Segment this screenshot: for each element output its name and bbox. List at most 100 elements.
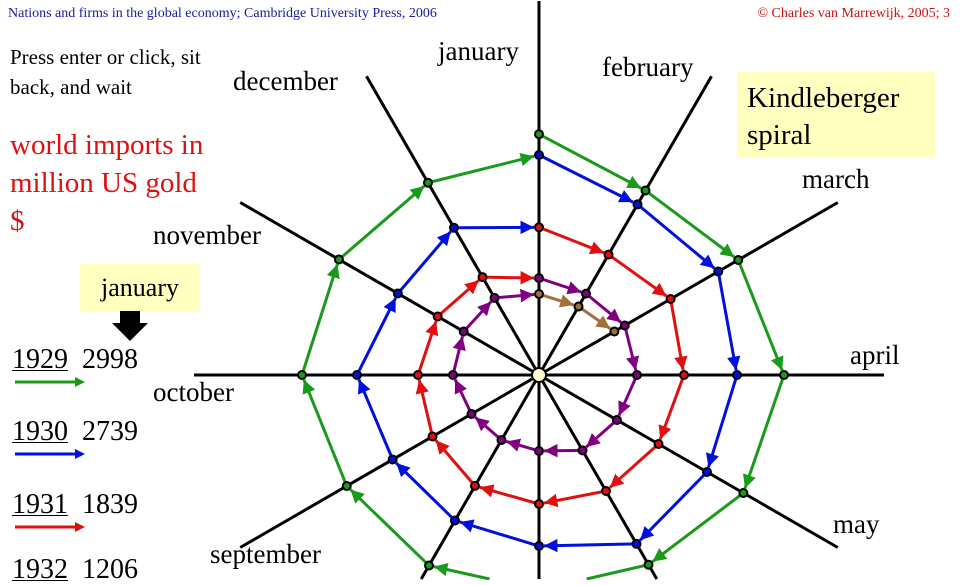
point-1930-february [634,200,642,208]
segment-1929-december [428,156,534,183]
segment-1931-april [660,375,684,439]
point-1931-april [680,371,688,379]
point-1930-june [633,540,641,548]
legend-year: 1931 [12,489,68,520]
kindleberger-spiral-title: Kindleberger spiral [737,72,935,157]
point-1933-january [535,290,543,298]
legend-value: 1206 [82,554,138,585]
legend-year: 1932 [12,554,68,585]
spoke-august [421,375,539,579]
point-1929-march [734,256,742,264]
point-1932-july [535,447,543,455]
blue-arrow-icon [15,448,87,460]
red-arrow-icon [15,521,87,533]
segment-1931-september [419,380,432,437]
point-1929-september [343,482,351,490]
point-1929-may [739,489,747,497]
segment-1931-january [539,227,604,252]
segment-1930-may [640,472,707,540]
point-1931-march [667,295,675,303]
point-1933-february [575,303,583,311]
segment-1930-august [396,463,455,521]
segment-1932-march [625,325,636,370]
point-1931-september [429,432,437,440]
point-1929-february [642,187,650,195]
segment-1930-october [357,298,396,375]
segment-1932-february [586,294,621,323]
month-label-december: december [233,66,338,96]
point-1930-december [450,224,458,232]
segment-1931-july [480,487,539,504]
segment-1930-march [718,272,736,371]
segment-1930-november [398,232,451,294]
point-1929-june [645,561,653,569]
point-1931-august [471,482,479,490]
point-1931-october [414,371,422,379]
book-reference: Nations and firms in the global economy;… [8,6,437,22]
month-label-march: march [802,164,869,194]
point-1932-april [633,371,641,379]
segment-1931-november [438,280,479,316]
segment-1933-january [539,294,574,305]
segment-1931-june [544,491,606,503]
segment-1930-june [544,544,637,546]
month-label-january: january [438,36,519,66]
segment-1932-june [544,450,582,451]
point-1930-april [733,371,741,379]
segment-1930-april [708,375,737,467]
segment-1932-october [453,336,462,375]
segment-1929-april [745,375,784,488]
point-1930-november [394,290,402,298]
segment-1930-january [539,155,633,202]
segment-1929-october [302,264,337,375]
month-label-september: september [210,539,321,569]
point-1930-august [451,517,459,525]
segment-1932-april [619,375,637,415]
point-1932-august [497,436,505,444]
segment-1931-august [436,440,475,486]
spoke-may [539,375,838,548]
point-1931-june [602,487,610,495]
segment-1932-december [495,294,535,297]
segment-1929-july [434,567,490,579]
legend-value: 1839 [82,489,138,520]
point-1929-april [780,371,788,379]
point-1930-may [703,468,711,476]
legend-value: 2998 [82,344,138,375]
instructions-text: Press enter or click, sit back, and wait [10,42,240,102]
point-1929-october [298,371,306,379]
segment-1931-march [671,299,684,370]
point-1933-march [610,328,618,336]
month-label-november: november [153,220,261,250]
point-1931-november [434,312,442,320]
segment-1929-march [738,260,782,370]
segment-1929-september [304,380,347,486]
legend-year: 1930 [12,416,68,447]
point-1932-january [535,274,543,282]
point-1930-january [535,151,543,159]
segment-1929-june [587,565,649,579]
point-1932-september [467,410,475,418]
point-1929-december [424,179,432,187]
segment-1930-september [359,380,393,460]
segment-1931-october [418,321,436,375]
point-1931-may [655,440,663,448]
january-box: january [80,264,200,312]
point-1929-november [335,255,343,263]
segment-1929-august [350,489,429,565]
down-arrow-icon [112,311,148,346]
point-1930-october [353,371,361,379]
point-1931-january [535,223,543,231]
segment-1931-december [482,277,534,278]
segment-1931-february [609,255,667,297]
legend-value: 2739 [82,416,138,447]
month-label-february: february [602,52,693,82]
segment-1932-may [586,420,617,447]
month-label-april: april [850,340,899,370]
point-1932-december [491,294,499,302]
segment-1932-july [506,441,539,451]
point-1932-june [578,446,586,454]
